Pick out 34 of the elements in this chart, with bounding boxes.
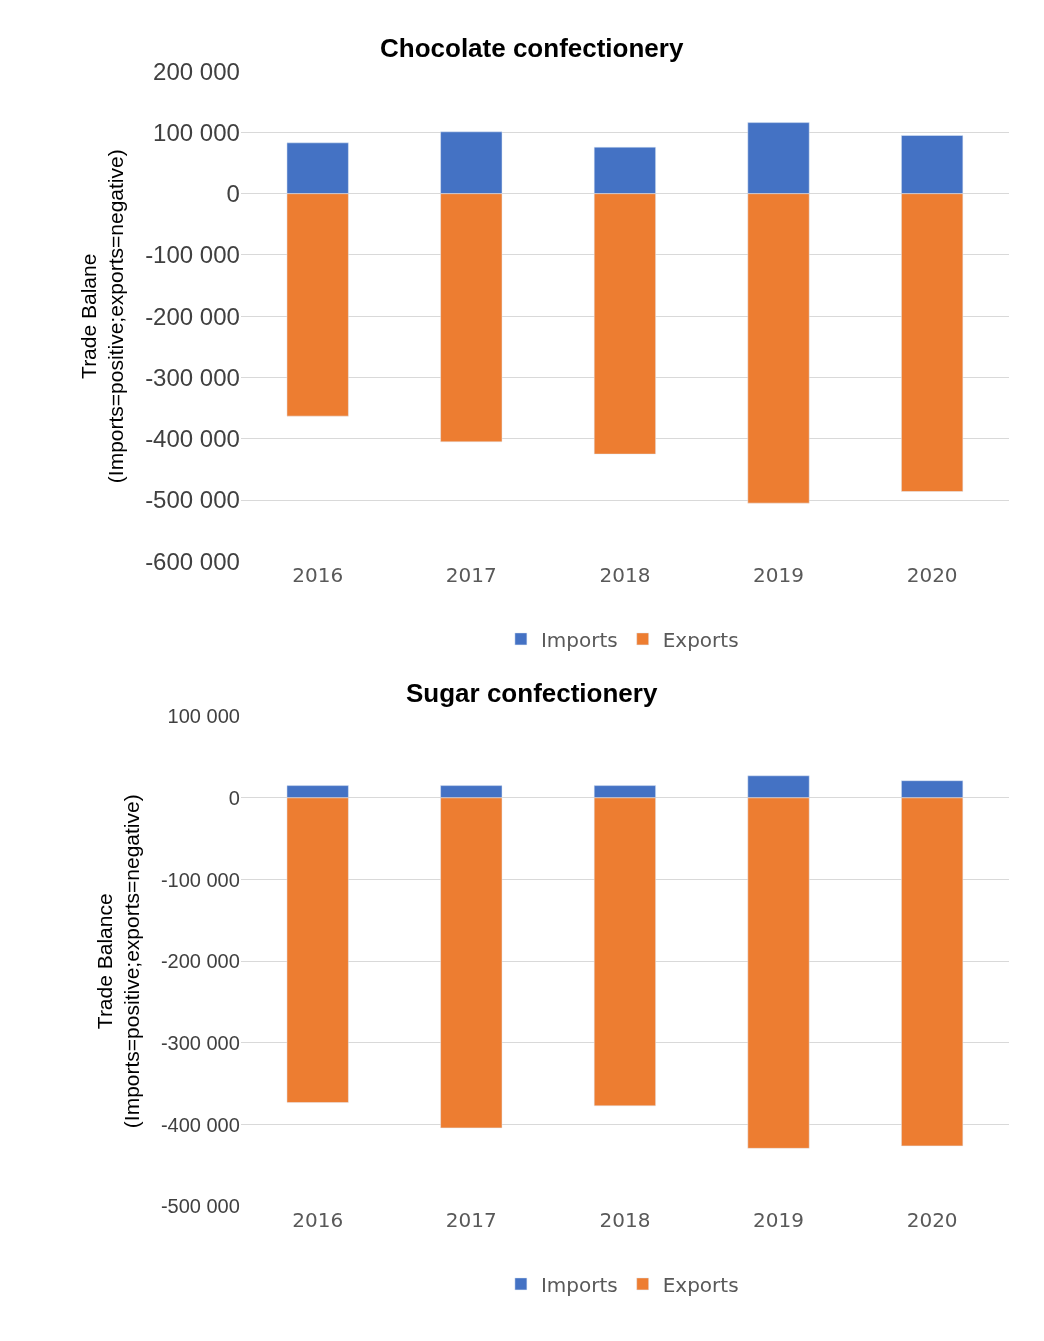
y-tick-label: 100 000 <box>153 118 240 146</box>
x-tick-label: 2020 <box>906 1208 958 1233</box>
y-tick-label: 100 000 <box>167 705 240 728</box>
x-tick-label: 2019 <box>753 1208 804 1233</box>
y-tick-label: -300 000 <box>145 363 240 391</box>
y-tick-label: -500 000 <box>145 486 240 514</box>
chart-title: Chocolate confectionery <box>380 33 684 63</box>
y-tick-label: -600 000 <box>145 547 240 575</box>
legend-label: Imports <box>540 627 618 652</box>
y-tick-label: -200 000 <box>160 950 240 973</box>
y-tick-label: -200 000 <box>145 302 240 330</box>
y-tick-label: -100 000 <box>160 868 240 891</box>
x-tick-label: 2017 <box>445 1208 497 1233</box>
y-tick-label: 0 <box>226 180 240 208</box>
chart-title: Sugar confectionery <box>406 678 658 708</box>
y-tick-label: -100 000 <box>145 241 240 269</box>
x-tick-label: 2019 <box>753 563 804 588</box>
legend-label: Exports <box>662 1272 739 1297</box>
x-tick-label: 2018 <box>599 1208 651 1233</box>
y-tick-label: -400 000 <box>145 425 240 453</box>
y-tick-label: 0 <box>228 786 240 809</box>
legend-label: Imports <box>540 1272 618 1297</box>
y-tick-label: 200 000 <box>153 57 240 85</box>
y-tick-label: -300 000 <box>160 1031 240 1054</box>
x-tick-label: 2020 <box>906 563 958 588</box>
x-tick-label: 2017 <box>445 563 497 588</box>
y-axis-title: Trade Balance (Imports=positive;exports=negative) <box>92 794 144 1129</box>
x-tick-label: 2016 <box>292 563 344 588</box>
x-tick-label: 2016 <box>292 1208 344 1233</box>
y-tick-label: -400 000 <box>160 1113 240 1136</box>
legend-label: Exports <box>662 627 739 652</box>
y-tick-label: -500 000 <box>160 1195 240 1218</box>
y-axis-title: Trade Balane (Imports=positive;exports=negative) <box>76 149 128 484</box>
x-tick-label: 2018 <box>599 563 651 588</box>
